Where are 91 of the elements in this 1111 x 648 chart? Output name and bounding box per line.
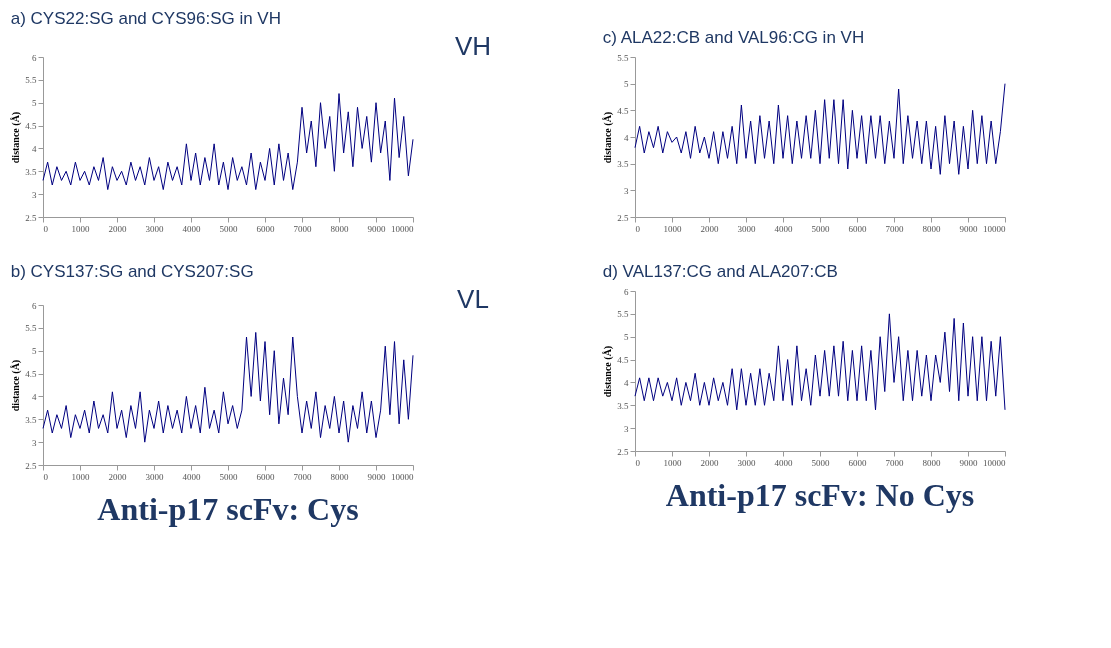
y-tick-label: 4.5 bbox=[25, 121, 37, 132]
y-tick-label: 3.5 bbox=[25, 414, 37, 425]
x-tick-label: 4000 bbox=[182, 223, 201, 234]
y-tick-label: 3.5 bbox=[617, 159, 629, 170]
y-tick-label: 5 bbox=[624, 332, 629, 343]
y-tick-label: 3 bbox=[624, 185, 629, 196]
y-tick-label: 6 bbox=[32, 52, 37, 63]
x-tick-label: 6000 bbox=[848, 457, 867, 468]
x-tick-label: 0 bbox=[43, 471, 49, 482]
x-tick-label: 9000 bbox=[959, 223, 978, 234]
y-tick-label: 2.5 bbox=[25, 212, 37, 223]
x-tick-label: 0 bbox=[635, 223, 641, 234]
y-axis-title: distance (Å) bbox=[10, 111, 23, 164]
x-tick-label: 8000 bbox=[330, 471, 349, 482]
y-tick-label: 4 bbox=[624, 132, 629, 143]
x-tick-label: 10000 bbox=[983, 457, 1006, 468]
y-tick-label: 6 bbox=[32, 300, 37, 311]
x-tick-label: 0 bbox=[635, 457, 641, 468]
x-tick-label: 6000 bbox=[256, 223, 275, 234]
y-tick-label: 4 bbox=[32, 143, 37, 154]
x-tick-label: 3000 bbox=[737, 457, 756, 468]
x-tick-label: 7000 bbox=[885, 457, 904, 468]
y-tick-label: 3.5 bbox=[25, 166, 37, 177]
text: Anti-p17 scFv: Cys bbox=[97, 491, 359, 527]
y-axis-title: distance (Å) bbox=[602, 111, 615, 164]
y-tick-label: 2.5 bbox=[617, 446, 629, 457]
x-tick-label: 1000 bbox=[71, 223, 90, 234]
x-tick-label: 8000 bbox=[922, 223, 941, 234]
x-tick-label: 6000 bbox=[256, 471, 275, 482]
x-tick-label: 7000 bbox=[293, 223, 312, 234]
y-tick-label: 4 bbox=[624, 377, 629, 388]
x-tick-label: 1000 bbox=[663, 223, 682, 234]
y-tick-label: 4.5 bbox=[25, 369, 37, 380]
x-tick-label: 9000 bbox=[959, 457, 978, 468]
x-tick-label: 4000 bbox=[774, 223, 793, 234]
x-tick-label: 4000 bbox=[774, 457, 793, 468]
y-tick-label: 6 bbox=[624, 286, 629, 297]
x-tick-label: 9000 bbox=[367, 471, 386, 482]
x-tick-label: 5000 bbox=[811, 457, 830, 468]
x-tick-label: 10000 bbox=[983, 223, 1006, 234]
line-series bbox=[42, 331, 414, 443]
x-tick-label: 3000 bbox=[145, 471, 164, 482]
chart-title: b) CYS137:SG and CYS207:SG bbox=[10, 262, 254, 281]
chart-title: c) ALA22:CB and VAL96:CG in VH bbox=[602, 28, 865, 47]
x-tick-label: 6000 bbox=[848, 223, 867, 234]
line-series bbox=[634, 83, 1006, 175]
x-tick-label: 0 bbox=[43, 223, 49, 234]
y-tick-label: 3 bbox=[624, 423, 629, 434]
x-tick-label: 1000 bbox=[663, 457, 682, 468]
line-series bbox=[634, 313, 1006, 411]
x-tick-label: 5000 bbox=[811, 223, 830, 234]
text: VL bbox=[457, 284, 489, 314]
x-tick-label: 3000 bbox=[145, 223, 164, 234]
x-tick-label: 7000 bbox=[885, 223, 904, 234]
y-tick-label: 5 bbox=[32, 98, 37, 109]
y-tick-label: 2.5 bbox=[617, 212, 629, 223]
x-tick-label: 2000 bbox=[700, 223, 719, 234]
chart-title: a) CYS22:SG and CYS96:SG in VH bbox=[10, 9, 281, 28]
y-tick-label: 5 bbox=[32, 346, 37, 357]
x-tick-label: 8000 bbox=[922, 457, 941, 468]
line-series bbox=[42, 93, 414, 191]
x-tick-label: 2000 bbox=[108, 471, 127, 482]
y-tick-label: 3 bbox=[32, 437, 37, 448]
y-axis-title: distance (Å) bbox=[602, 345, 615, 398]
y-tick-label: 5.5 bbox=[617, 52, 629, 63]
x-tick-label: 7000 bbox=[293, 471, 312, 482]
y-axis-title: distance (Å) bbox=[10, 359, 23, 412]
x-tick-label: 5000 bbox=[219, 471, 238, 482]
x-tick-label: 8000 bbox=[330, 223, 349, 234]
y-tick-label: 3 bbox=[32, 189, 37, 200]
y-tick-label: 5.5 bbox=[617, 309, 629, 320]
y-tick-label: 5 bbox=[624, 79, 629, 90]
x-tick-label: 4000 bbox=[182, 471, 201, 482]
x-tick-label: 2000 bbox=[700, 457, 719, 468]
y-tick-label: 5.5 bbox=[25, 75, 37, 86]
y-tick-label: 3.5 bbox=[617, 400, 629, 411]
y-tick-label: 4.5 bbox=[617, 355, 629, 366]
x-tick-label: 2000 bbox=[108, 223, 127, 234]
x-tick-label: 3000 bbox=[737, 223, 756, 234]
x-tick-label: 10000 bbox=[391, 223, 414, 234]
x-tick-label: 1000 bbox=[71, 471, 90, 482]
y-tick-label: 4.5 bbox=[617, 105, 629, 116]
chart-title: d) VAL137:CG and ALA207:CB bbox=[602, 262, 838, 281]
x-tick-label: 10000 bbox=[391, 471, 414, 482]
y-tick-label: 2.5 bbox=[25, 460, 37, 471]
x-tick-label: 5000 bbox=[219, 223, 238, 234]
text: Anti-p17 scFv: No Cys bbox=[665, 477, 975, 513]
x-tick-label: 9000 bbox=[367, 223, 386, 234]
text: VH bbox=[454, 31, 492, 61]
y-tick-label: 4 bbox=[32, 391, 37, 402]
y-tick-label: 5.5 bbox=[25, 323, 37, 334]
